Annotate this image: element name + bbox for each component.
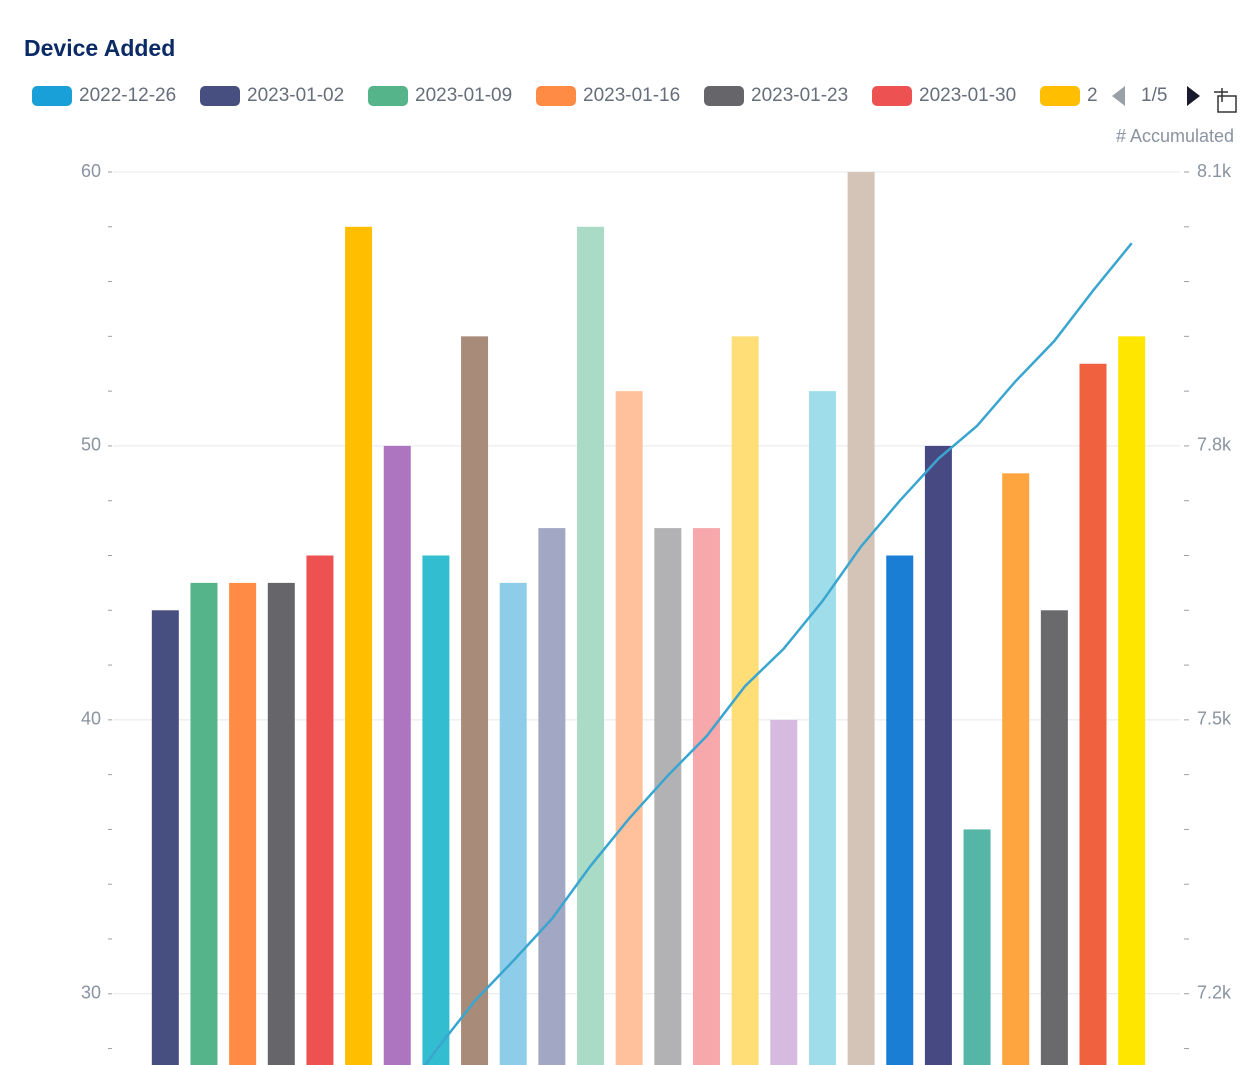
y-tick-label: 60: [81, 161, 101, 181]
y2-tick-label: 7.2k: [1197, 983, 1232, 1003]
legend-label: 2022-12-26: [79, 85, 176, 106]
legend-swatch: [704, 86, 744, 106]
bar: [1002, 473, 1030, 1065]
line: [423, 242, 1133, 1065]
y-tick-label: 40: [81, 709, 101, 729]
bar: [499, 582, 527, 1065]
legend-label: 2023-01-23: [751, 85, 848, 106]
bar: [615, 391, 643, 1065]
legend-next[interactable]: [1187, 86, 1200, 106]
bar: [770, 719, 798, 1065]
bar: [538, 528, 566, 1065]
bar: [190, 582, 218, 1065]
restore-icon[interactable]: [1214, 88, 1237, 113]
bar: [345, 226, 373, 1065]
bar: [692, 528, 720, 1065]
y2-tick-label: 8.1k: [1197, 161, 1232, 181]
legend-swatch: [200, 86, 240, 106]
bar: [383, 445, 411, 1065]
bar: [963, 829, 991, 1065]
legend-label: 2023-01-30: [919, 85, 1016, 106]
legend-label: 2023-01-02: [247, 85, 344, 106]
bar: [924, 445, 952, 1065]
legend-swatch: [368, 86, 408, 106]
legend-swatch: [536, 86, 576, 106]
y2-tick-label: 7.8k: [1197, 435, 1232, 455]
bar: [1079, 363, 1107, 1065]
bar: [306, 555, 334, 1065]
legend-label: 2023-01-16: [583, 85, 680, 106]
bar: [267, 582, 295, 1065]
bar: [577, 226, 605, 1065]
bar: [461, 336, 489, 1065]
chart-title: Device Added: [24, 35, 175, 61]
bar: [654, 528, 682, 1065]
y-tick-label: 50: [81, 435, 101, 455]
y2-tick-label: 7.5k: [1197, 709, 1232, 729]
legend-swatch: [1040, 86, 1080, 106]
legend-swatch: [872, 86, 912, 106]
y2-axis-label: # Accumulated: [1116, 126, 1234, 146]
y-tick-label: 30: [81, 983, 101, 1003]
legend-label: 2: [1087, 85, 1098, 106]
bar: [886, 555, 914, 1065]
legend-page: 1/5: [1141, 85, 1167, 106]
bar: [808, 391, 836, 1065]
bar: [422, 555, 450, 1065]
bar: [1040, 610, 1068, 1065]
legend-prev[interactable]: [1112, 86, 1125, 106]
bar: [731, 336, 759, 1065]
legend-swatch: [32, 86, 72, 106]
bar: [1118, 336, 1146, 1065]
bar: [151, 610, 179, 1065]
bar: [229, 582, 257, 1065]
legend-label: 2023-01-09: [415, 85, 512, 106]
bar: [847, 172, 875, 1065]
